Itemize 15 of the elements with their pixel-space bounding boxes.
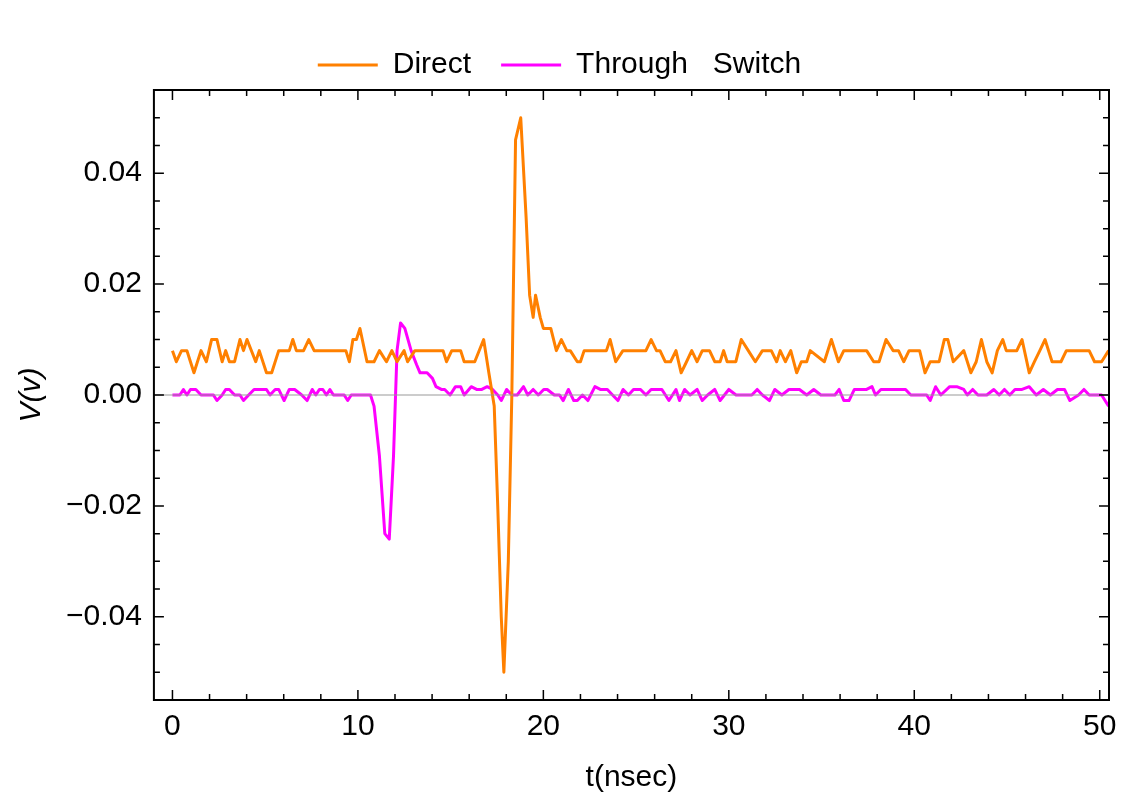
x-tick-label: 10 — [341, 708, 375, 742]
x-tick-label: 30 — [712, 708, 746, 742]
y-axis-title: V(v) — [13, 367, 47, 423]
x-tick-label: 0 — [164, 708, 181, 742]
x-tick-label: 50 — [1083, 708, 1117, 742]
x-tick-label: 40 — [897, 708, 931, 742]
y-tick-label: 0.02 — [83, 265, 142, 299]
y-tick-label: −0.04 — [65, 598, 142, 632]
x-tick-label: 20 — [526, 708, 561, 742]
y-tick-label: −0.02 — [65, 487, 142, 521]
legend-label: Direct — [392, 46, 472, 80]
y-tick-label: 0.04 — [83, 154, 142, 188]
x-axis-title: t(nsec) — [585, 759, 678, 793]
legend-label: Through Switch — [576, 46, 802, 80]
y-tick-label: 0.00 — [83, 376, 142, 410]
